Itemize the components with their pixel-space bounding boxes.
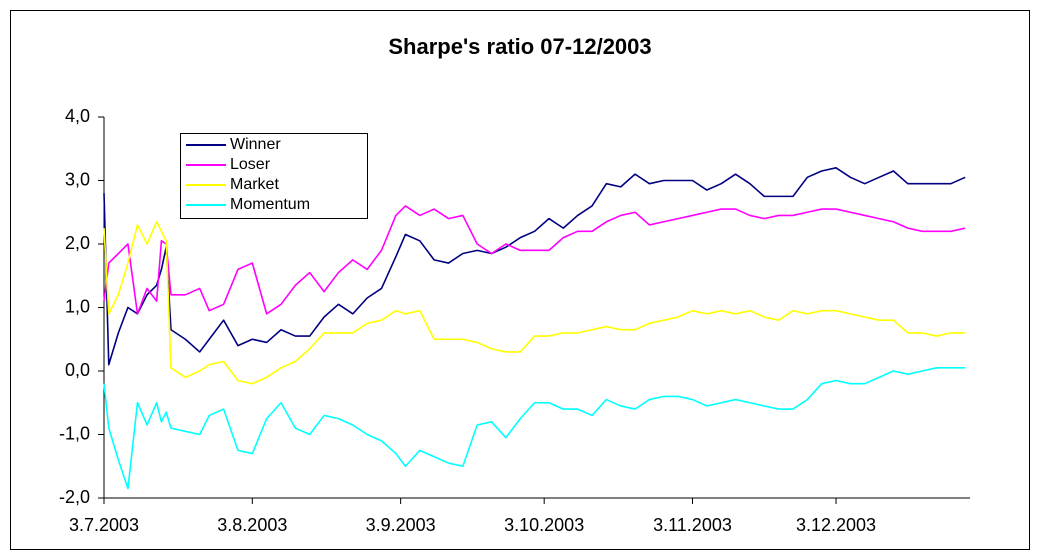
x-tick-label: 3.9.2003 <box>366 515 436 535</box>
series-line <box>103 205 966 315</box>
series-line <box>103 167 966 366</box>
x-tick-label: 3.7.2003 <box>69 515 139 535</box>
chart-title: Sharpe's ratio 07-12/2003 <box>388 34 651 59</box>
y-tick-label: 2,0 <box>65 233 90 253</box>
legend-label: Loser <box>230 156 271 173</box>
y-tick-label: 4,0 <box>65 106 90 126</box>
y-tick-label: -1,0 <box>59 423 90 443</box>
series-line <box>103 220 966 385</box>
y-tick-label: -2,0 <box>59 487 90 507</box>
legend-label: Market <box>230 176 279 193</box>
x-tick-label: 3.10.2003 <box>504 515 584 535</box>
y-tick-label: 0,0 <box>65 360 90 380</box>
x-tick-label: 3.11.2003 <box>653 515 732 535</box>
chart-frame <box>10 10 1030 550</box>
x-tick-label: 3.8.2003 <box>217 515 287 535</box>
legend-label: Momentum <box>230 196 310 213</box>
y-tick-label: 3,0 <box>65 169 90 189</box>
legend-label: Winner <box>230 136 281 153</box>
series-line <box>103 367 966 490</box>
y-tick-label: 1,0 <box>65 296 90 316</box>
x-tick-label: 3.12.2003 <box>796 515 876 535</box>
